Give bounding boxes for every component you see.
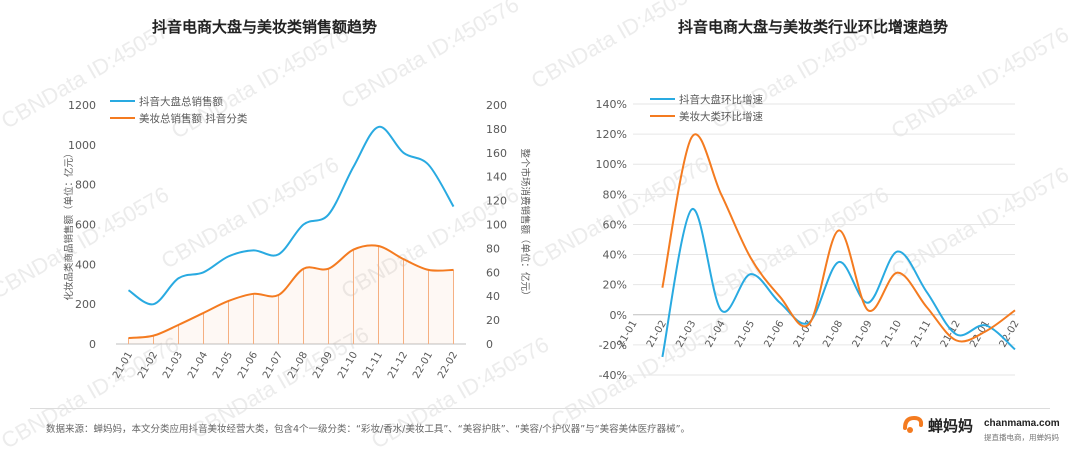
x-tick-label: 21-08 [286, 350, 310, 381]
x-tick-label: 21-03 [161, 350, 185, 381]
right-y-tick-label: 120 [486, 195, 507, 208]
y-tick-label: 0% [610, 309, 627, 322]
right-y-axis-title: 整个市场消费销售额（单位：亿元） [519, 148, 531, 300]
left-y-tick-label: 800 [75, 179, 96, 192]
right-y-tick-label: 60 [486, 266, 500, 279]
brand-name: 蝉妈妈 [928, 415, 973, 436]
legend-label-blue: 抖音大盘环比增速 [679, 93, 763, 106]
y-tick-label: 120% [596, 128, 627, 141]
brand-slogan: 提直播电商，用蝉妈妈 [984, 432, 1059, 443]
left-y-tick-label: 1200 [68, 99, 96, 112]
brand-site: chanmama.com [984, 418, 1060, 429]
right-y-tick-label: 100 [486, 219, 507, 232]
x-tick-label: 21-12 [386, 350, 410, 381]
x-tick-label: 21-05 [211, 350, 235, 381]
y-tick-label: 20% [603, 279, 627, 292]
y-tick-label: 140% [596, 98, 627, 111]
x-tick-label: 21-09 [311, 350, 335, 381]
x-tick-label: 22-01 [411, 350, 435, 381]
x-tick-label: 21-10 [336, 350, 360, 381]
left-y-tick-label: 400 [75, 258, 96, 271]
y-tick-label: 80% [603, 188, 627, 201]
y-tick-label: -40% [599, 369, 627, 382]
chanmama-logo-icon [902, 414, 924, 436]
right-y-tick-label: 200 [486, 99, 507, 112]
left-y-tick-label: 600 [75, 219, 96, 232]
y-tick-label: 100% [596, 158, 627, 171]
left-y-axis-title: 化妆品类商品销售额（单位：亿元） [63, 148, 75, 300]
left-chart: 0200400600800100012000204060801001201401… [0, 0, 540, 400]
x-tick-label: 21-02 [136, 350, 160, 381]
legend-label-orange: 美妆总销售额 抖音分类 [139, 112, 248, 125]
right-y-tick-label: 40 [486, 290, 500, 303]
legend-label-orange: 美妆大类环比增速 [679, 110, 763, 123]
y-tick-label: 40% [603, 249, 627, 262]
series-line-beauty-growth [662, 134, 1015, 341]
y-tick-label: 60% [603, 218, 627, 231]
right-y-tick-label: 160 [486, 147, 507, 160]
footer-source-note: 数据来源：蝉妈妈，本文分类应用抖音美妆经营大类，包含4个一级分类：“彩妆/香水/… [46, 421, 690, 435]
legend-label-blue: 抖音大盘总销售额 [139, 95, 223, 108]
left-y-tick-label: 200 [75, 298, 96, 311]
x-tick-label: 21-01 [111, 350, 135, 381]
right-y-tick-label: 0 [486, 338, 493, 351]
right-y-tick-label: 20 [486, 314, 500, 327]
right-y-tick-label: 180 [486, 123, 507, 136]
footer-divider [30, 408, 1050, 409]
x-tick-label: 22-02 [436, 350, 460, 381]
brand-logo: 蝉妈妈 [902, 414, 973, 436]
x-tick-label: 21-04 [186, 350, 210, 381]
x-tick-label: 21-07 [261, 350, 285, 381]
right-y-tick-label: 140 [486, 171, 507, 184]
x-tick-label: 21-11 [361, 350, 385, 381]
right-y-tick-label: 80 [486, 242, 500, 255]
left-y-tick-label: 0 [89, 338, 96, 351]
x-tick-label: 21-06 [236, 350, 260, 381]
